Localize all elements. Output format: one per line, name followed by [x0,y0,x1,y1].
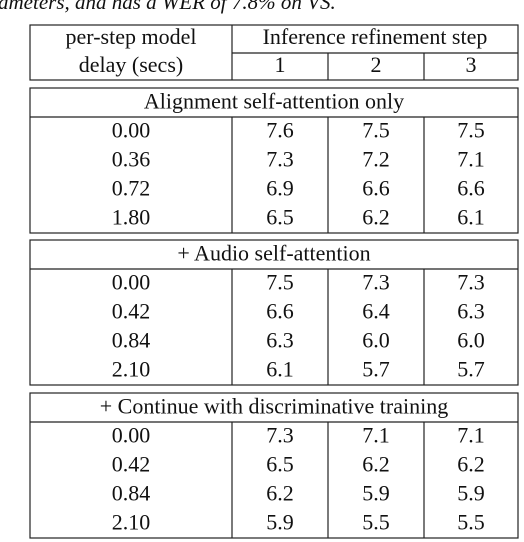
table-cell: 6.0 [457,328,485,353]
table-cell: 6.3 [266,328,294,353]
table-cell: 0.84 [112,481,151,506]
header-label: per-step model [66,24,197,49]
table-cell: 0.42 [112,452,151,477]
table-cell: 7.5 [266,270,294,295]
table-cell: 7.1 [362,423,390,448]
table-cell: 6.5 [266,452,294,477]
table-cell: 7.1 [457,147,485,172]
table-cell: 6.0 [362,328,390,353]
table-cell: 7.1 [457,423,485,448]
table-cell: 5.9 [266,510,294,535]
table-cell: 7.6 [266,118,294,143]
table-cell: 6.2 [457,452,485,477]
table-cell: 0.72 [112,176,151,201]
table-cell: 7.5 [362,118,390,143]
table-cell: 2.10 [112,510,151,535]
header-step: 1 [275,52,286,77]
table-cell: 5.9 [362,481,390,506]
table-cell: 0.42 [112,299,151,324]
table-cell: 5.7 [362,357,390,382]
table-cell: 6.2 [362,205,390,230]
table-cell: 7.3 [457,270,485,295]
section-title: Alignment self-attention only [144,89,404,114]
table-cell: 5.5 [457,510,485,535]
caption-fragment: ameters, and has a WER of 7.8% on VS. [0,0,336,14]
table-cell: 0.36 [112,147,151,172]
header-group: Inference refinement step [263,24,488,49]
section-box [29,239,519,386]
table-cell: 1.80 [112,205,151,230]
table-cell: 0.00 [112,423,151,448]
table-cell: 6.6 [362,176,390,201]
table-cell: 6.9 [266,176,294,201]
table-cell: 7.3 [362,270,390,295]
table-cell: 2.10 [112,357,151,382]
table-cell: 7.3 [266,147,294,172]
table-cell: 6.1 [457,205,485,230]
table-cell: 6.3 [457,299,485,324]
section-box [29,392,519,539]
table-cell: 6.5 [266,205,294,230]
table-cell: 5.7 [457,357,485,382]
table-cell: 0.84 [112,328,151,353]
table-cell: 5.9 [457,481,485,506]
header-label: delay (secs) [79,52,183,77]
table-cell: 0.00 [112,118,151,143]
table-cell: 6.1 [266,357,294,382]
table-cell: 0.00 [112,270,151,295]
table-cell: 6.4 [362,299,390,324]
table-cell: 7.2 [362,147,390,172]
header-step: 3 [466,52,477,77]
table-cell: 6.6 [457,176,485,201]
table-cell: 6.2 [266,481,294,506]
table-cell: 7.3 [266,423,294,448]
header-step: 2 [371,52,382,77]
table-cell: 7.5 [457,118,485,143]
table-cell: 6.2 [362,452,390,477]
table-cell: 5.5 [362,510,390,535]
section-title: + Continue with discriminative training [100,394,448,419]
section-box [29,87,519,234]
table-cell: 6.6 [266,299,294,324]
section-title: + Audio self-attention [177,241,370,266]
